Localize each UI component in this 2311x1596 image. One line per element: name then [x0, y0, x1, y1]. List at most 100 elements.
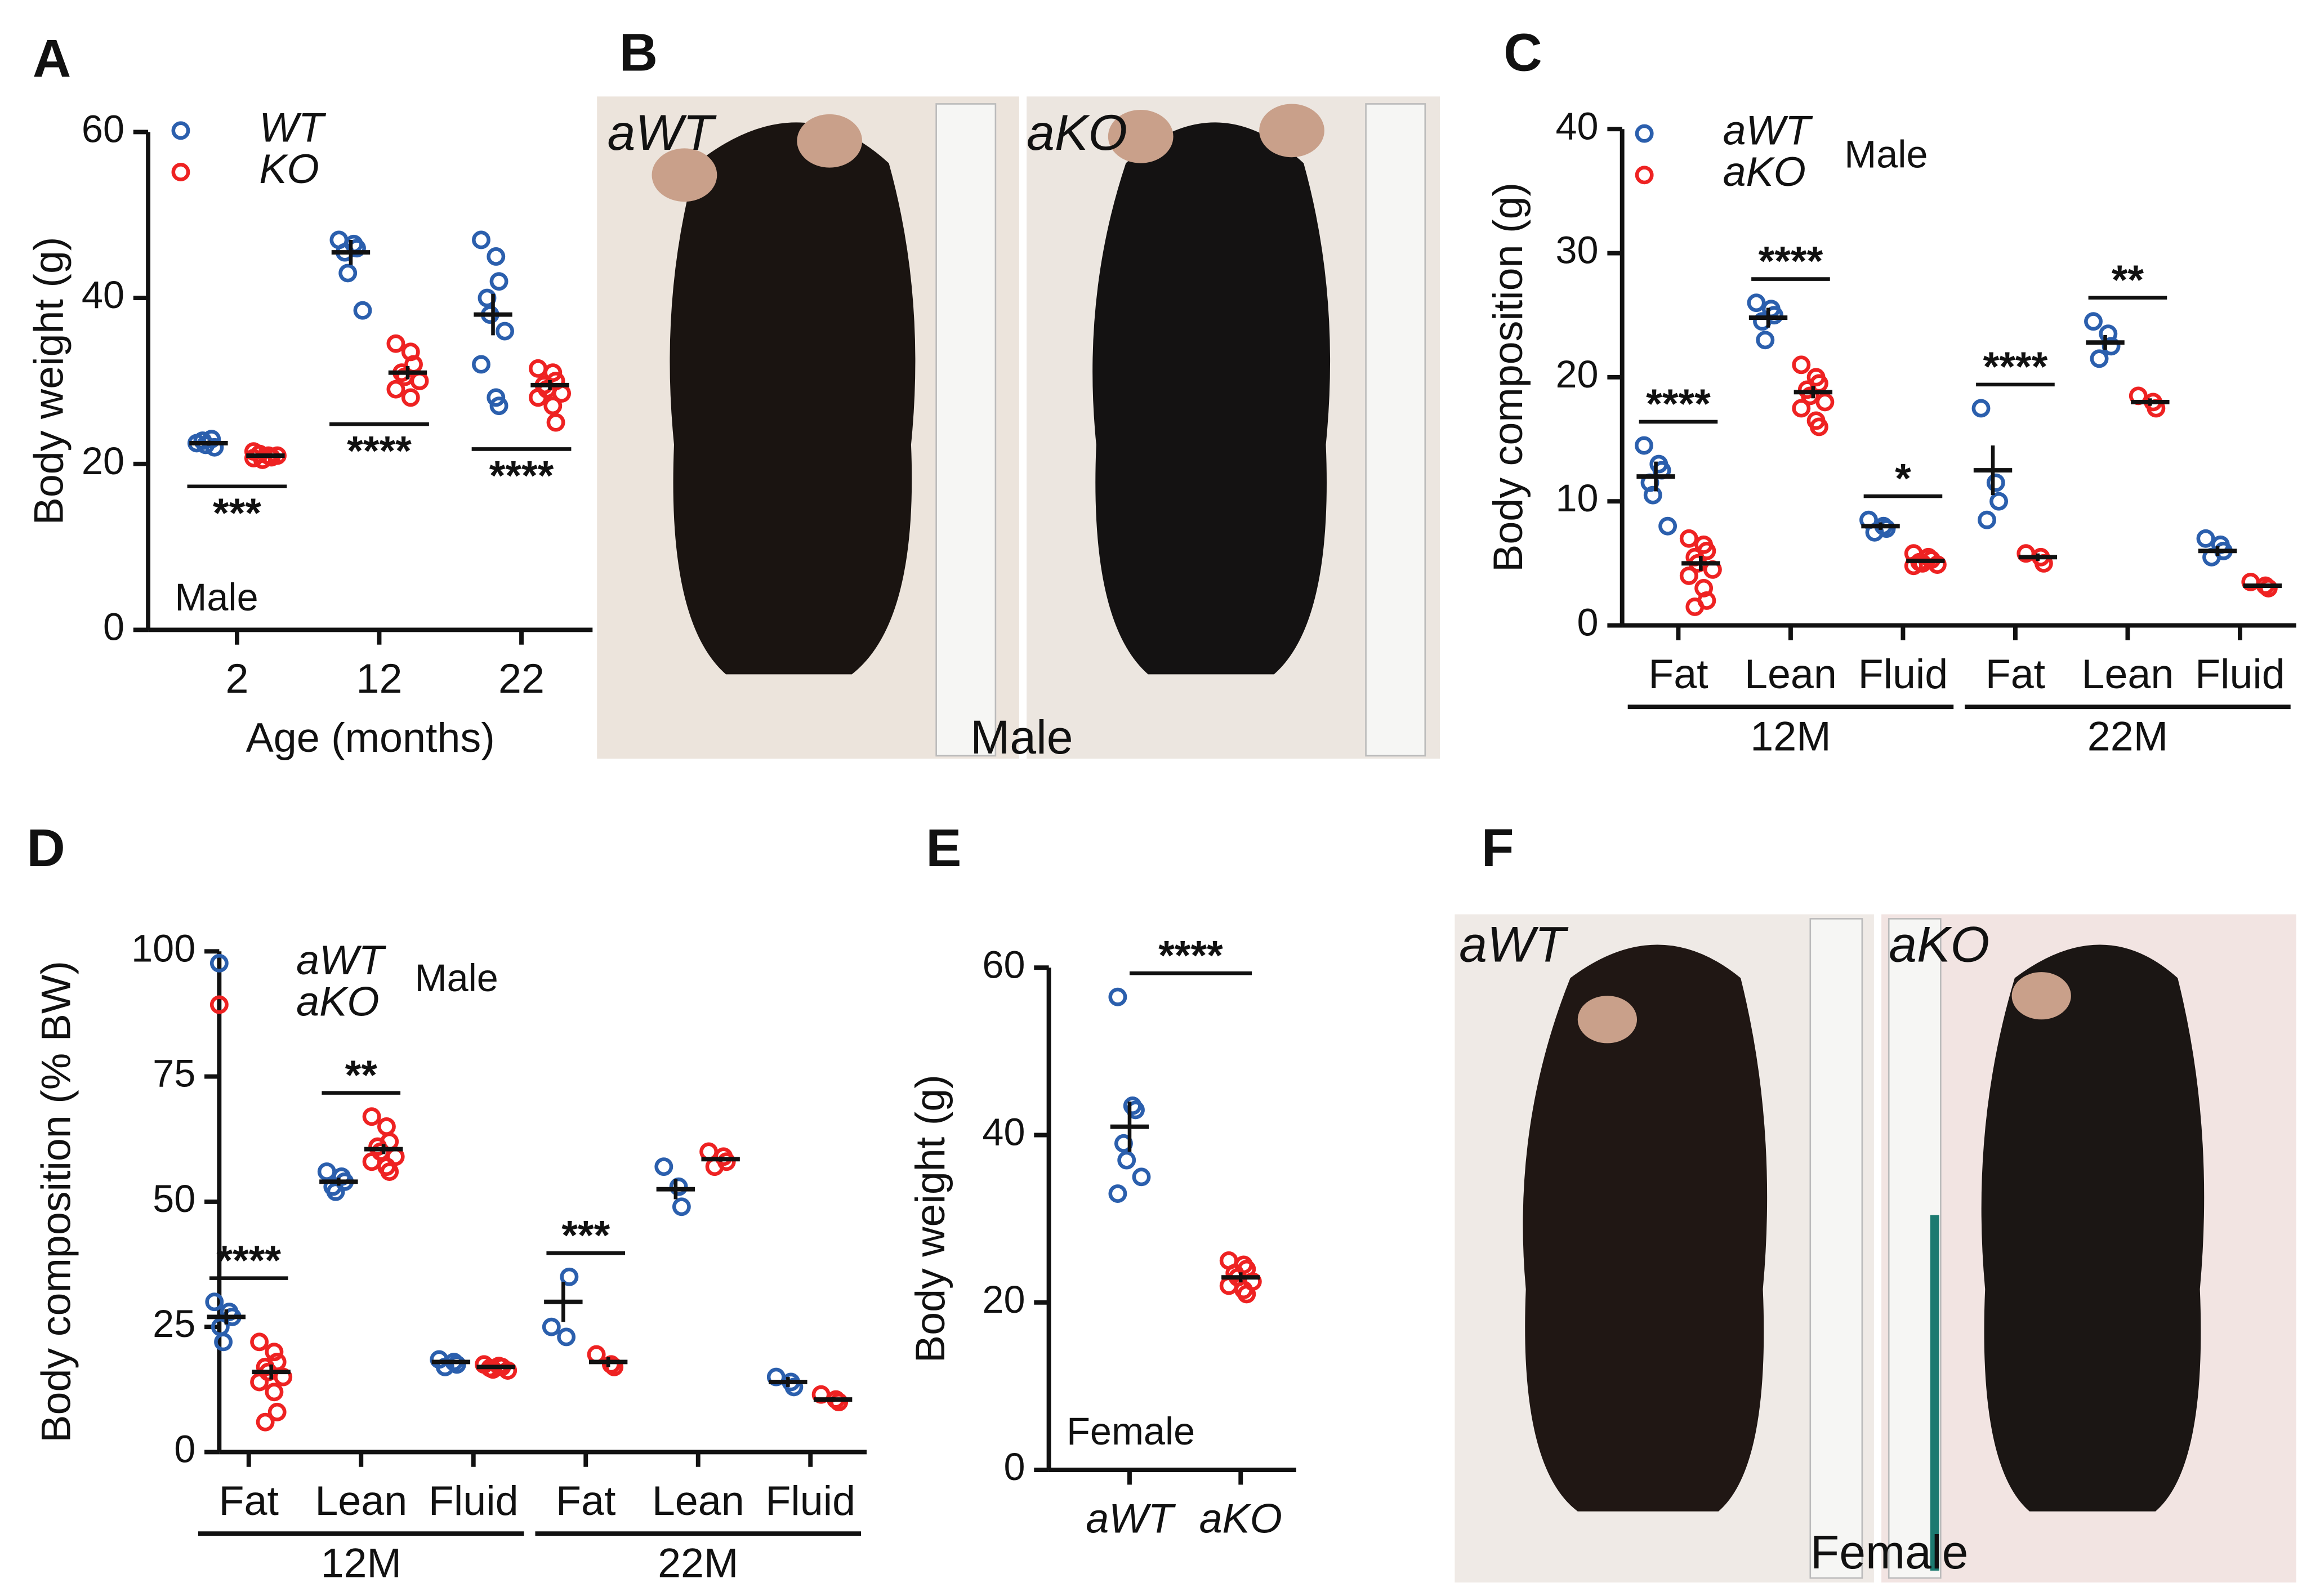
y-tick-label: 100: [131, 927, 195, 970]
data-point: [1658, 516, 1678, 536]
data-point: [205, 1292, 224, 1312]
panel-letter: B: [619, 23, 658, 82]
data-point: [250, 1332, 269, 1352]
y-axis-title: Body weight (g): [907, 1075, 953, 1363]
data-point: [265, 1383, 284, 1402]
data-point: [1747, 293, 1766, 313]
photo-label: aKO: [1027, 104, 1127, 161]
data-point: [529, 359, 547, 378]
data-point: [1643, 485, 1662, 505]
group-label: 12M: [321, 1540, 401, 1586]
significance-label: *: [1895, 454, 1911, 501]
y-tick-label: 0: [1577, 601, 1599, 644]
x-tick-label: Fluid: [429, 1477, 519, 1524]
data-point: [410, 371, 429, 390]
significance-label: ****: [1759, 238, 1823, 284]
y-tick-label: 20: [82, 440, 124, 483]
data-point: [1108, 987, 1127, 1006]
data-point: [546, 413, 565, 432]
x-tick-label: aWT: [1086, 1495, 1176, 1542]
data-point: [401, 388, 420, 407]
data-point: [2090, 349, 2109, 368]
x-tick-label: Fluid: [2195, 650, 2285, 697]
data-point: [487, 247, 506, 266]
ear: [2011, 972, 2071, 1020]
data-point: [1971, 399, 1991, 418]
legend-label: aWT: [296, 937, 386, 983]
annotation: Female: [1067, 1410, 1195, 1453]
photo-note: Male: [970, 711, 1073, 764]
y-tick-label: 40: [1556, 105, 1599, 148]
panel: A 0 20 40 60 Body weight (g) Age (months) 2 12 22…: [25, 29, 593, 761]
data-point: [353, 301, 372, 320]
data-point: [1792, 399, 1811, 418]
panel-letter: D: [26, 818, 65, 878]
x-axis-title: Age (months): [246, 714, 495, 761]
legend-marker: [209, 953, 229, 973]
data-point: [560, 1267, 579, 1286]
data-point: [1978, 510, 1996, 529]
photo-label: aWT: [608, 104, 717, 161]
legend-label: aKO: [1723, 148, 1806, 195]
panel-letter: F: [1482, 818, 1514, 878]
panel: D 0 25 50 75 100 Body composition (% BW) Fat Lea…: [26, 818, 867, 1586]
data-point: [1108, 1184, 1127, 1203]
data-point: [1989, 492, 2009, 511]
ear: [1259, 104, 1324, 158]
x-tick-label: Lean: [315, 1477, 407, 1524]
data-point: [557, 1327, 576, 1347]
significance-label: ****: [1983, 343, 2048, 390]
data-point: [380, 1162, 399, 1181]
legend-label: WT: [259, 104, 327, 150]
y-axis-title: Body composition (% BW): [33, 961, 79, 1442]
annotation: Male: [415, 957, 498, 1000]
data-point: [1117, 1151, 1136, 1170]
y-tick-label: 10: [1556, 477, 1599, 520]
data-point: [498, 1361, 517, 1380]
data-point: [1679, 529, 1698, 548]
data-point: [489, 272, 508, 291]
y-tick-label: 50: [153, 1178, 195, 1220]
data-point: [672, 1197, 691, 1216]
data-point: [377, 1117, 396, 1136]
data-point: [274, 1367, 293, 1387]
data-point: [386, 380, 405, 399]
legend-marker: [171, 163, 190, 181]
photo-b: B aWT aKO Male: [597, 23, 1440, 764]
data-point: [1679, 566, 1698, 585]
data-point: [542, 1317, 561, 1336]
significance-label: **: [345, 1051, 378, 1098]
group-label: 22M: [2087, 713, 2168, 760]
data-point: [256, 1412, 275, 1432]
significance-label: ****: [216, 1237, 281, 1283]
y-axis-title: Body composition (g): [1484, 182, 1531, 572]
significance-label: ***: [213, 489, 261, 536]
photo-label: aKO: [1889, 916, 1989, 973]
legend-marker: [1635, 124, 1654, 143]
data-point: [543, 363, 563, 382]
panel: C 0 10 20 30 40 Body composition (g) Fat Lean Flu…: [1484, 23, 2296, 760]
x-tick-label: Fluid: [765, 1477, 855, 1524]
data-point: [1132, 1167, 1151, 1187]
panel-letter: C: [1504, 23, 1542, 82]
data-point: [1815, 393, 1835, 412]
data-point: [587, 1345, 606, 1364]
ruler: [1809, 918, 1863, 1579]
ruler-strip: [1930, 1215, 1939, 1571]
data-point: [2196, 529, 2215, 548]
data-point: [1756, 331, 1775, 350]
photo-f: F aWT aKO Female: [1455, 818, 2296, 1582]
data-point: [317, 1162, 336, 1181]
data-point: [699, 1142, 719, 1161]
y-tick-label: 60: [982, 943, 1025, 986]
ruler: [935, 103, 997, 757]
data-point: [654, 1157, 673, 1176]
data-point: [386, 334, 405, 353]
ruler: [1365, 103, 1426, 757]
ear: [797, 114, 863, 168]
x-tick-label: 2: [225, 655, 248, 702]
ear: [652, 148, 717, 202]
data-point: [244, 449, 263, 467]
